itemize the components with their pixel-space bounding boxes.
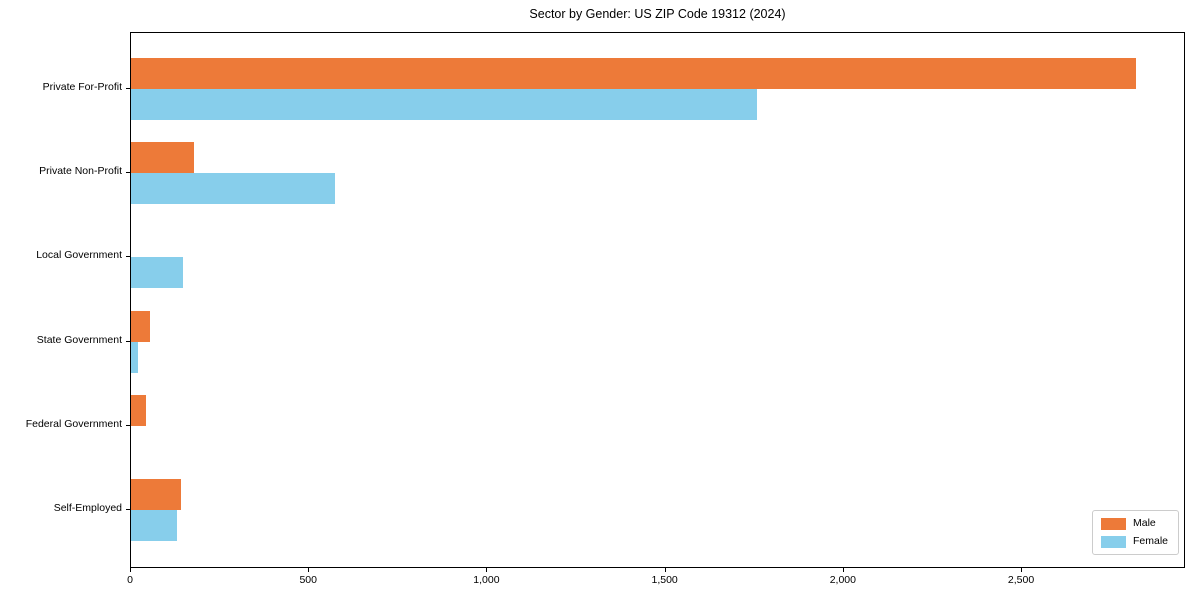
x-tick-label-0: 0 xyxy=(127,574,133,586)
y-tick-label-self-employed: Self-Employed xyxy=(53,502,122,514)
bar-male-private-non-profit xyxy=(131,142,195,174)
y-tick-label-private-for-profit: Private For-Profit xyxy=(42,81,122,93)
bar-male-private-for-profit xyxy=(131,58,1137,89)
x-tick-mark xyxy=(664,568,666,572)
x-tick-mark xyxy=(1021,568,1023,572)
bar-female-local-government xyxy=(131,257,184,289)
x-tick-mark xyxy=(308,568,310,572)
y-tick-label-private-non-profit: Private Non-Profit xyxy=(39,165,122,178)
y-tick-label-federal-government: Federal Government xyxy=(25,417,122,430)
plot-area: Male Female xyxy=(130,32,1185,568)
y-tick-mark xyxy=(126,172,130,174)
legend-swatch-female xyxy=(1100,535,1126,548)
y-tick-label-state-government: State Government xyxy=(36,333,122,346)
x-tick-label-2500: 2,500 xyxy=(1007,574,1035,586)
x-tick-label-1000: 1,000 xyxy=(473,574,500,586)
bar-female-self-employed xyxy=(131,510,177,541)
legend-entry-male: Male xyxy=(1100,517,1168,530)
y-tick-label-local-government: Local Government xyxy=(36,249,122,262)
chart-title: Sector by Gender: US ZIP Code 19312 (202… xyxy=(529,7,786,21)
x-tick-label-500: 500 xyxy=(299,574,317,586)
x-tick-mark xyxy=(130,568,131,572)
bar-female-state-government xyxy=(131,341,139,373)
x-tick-label-1500: 1,500 xyxy=(651,574,678,586)
x-tick-mark xyxy=(842,568,844,572)
bar-female-private-for-profit xyxy=(131,89,757,120)
y-tick-mark xyxy=(126,256,130,258)
bar-female-private-non-profit xyxy=(131,173,336,205)
legend-entry-female: Female xyxy=(1100,535,1168,548)
legend-swatch-male xyxy=(1100,517,1126,530)
x-tick-mark xyxy=(486,568,488,572)
bar-male-federal-government xyxy=(131,394,146,426)
legend: Male Female xyxy=(1091,510,1179,555)
legend-label-male: Male xyxy=(1132,517,1156,529)
y-tick-mark xyxy=(126,88,130,89)
y-tick-mark xyxy=(126,509,130,510)
bar-male-state-government xyxy=(131,310,150,342)
y-tick-mark xyxy=(126,424,130,426)
x-tick-label-2000: 2,000 xyxy=(829,574,856,586)
y-tick-mark xyxy=(126,340,130,342)
bar-male-self-employed xyxy=(131,479,181,510)
legend-label-female: Female xyxy=(1132,535,1168,547)
